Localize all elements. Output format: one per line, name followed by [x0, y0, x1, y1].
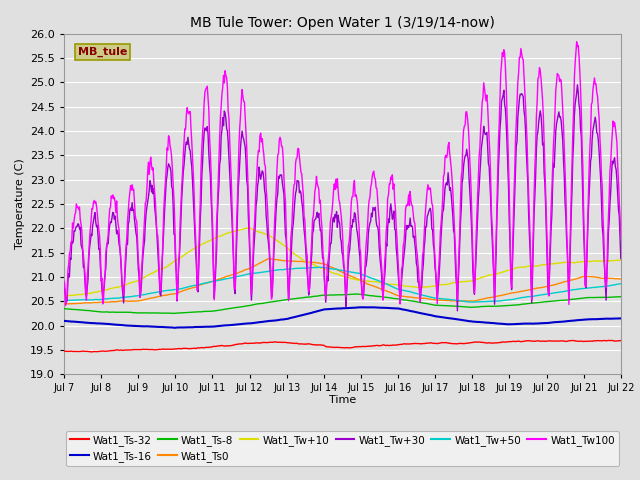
Wat1_Tw+10	[245, 225, 253, 231]
Wat1_Tw100	[214, 180, 222, 186]
Wat1_Ts0	[65, 301, 72, 307]
Wat1_Ts-8	[127, 310, 135, 315]
Wat1_Ts0	[71, 301, 79, 307]
Wat1_Ts-32	[88, 349, 96, 355]
Wat1_Tw+10	[617, 257, 625, 263]
Wat1_Tw+50	[428, 294, 435, 300]
Wat1_Tw+10	[184, 250, 192, 255]
Wat1_Ts-8	[412, 299, 419, 304]
Line: Wat1_Tw+50: Wat1_Tw+50	[64, 267, 621, 302]
Line: Wat1_Tw+10: Wat1_Tw+10	[64, 228, 621, 297]
Wat1_Ts-32	[214, 343, 222, 349]
Wat1_Tw+50	[70, 297, 78, 303]
Wat1_Tw100	[71, 212, 79, 217]
Wat1_Tw+10	[127, 280, 135, 286]
Wat1_Tw+30	[454, 308, 461, 314]
Wat1_Ts-16	[127, 323, 135, 329]
Wat1_Ts-16	[60, 318, 68, 324]
Wat1_Ts0	[60, 301, 68, 307]
Wat1_Tw+30	[214, 214, 221, 219]
Wat1_Ts-16	[366, 304, 374, 310]
Wat1_Tw100	[60, 278, 68, 284]
Wat1_Ts-8	[428, 302, 436, 308]
Wat1_Ts-16	[70, 319, 78, 324]
Wat1_Ts-16	[617, 315, 625, 321]
Wat1_Tw+10	[70, 292, 78, 298]
Wat1_Tw+30	[60, 284, 68, 290]
Legend: Wat1_Ts-32, Wat1_Ts-16, Wat1_Ts-8, Wat1_Ts0, Wat1_Tw+10, Wat1_Tw+30, Wat1_Tw+50,: Wat1_Ts-32, Wat1_Ts-16, Wat1_Ts-8, Wat1_…	[66, 431, 619, 466]
Wat1_Ts-16	[214, 323, 222, 329]
Wat1_Tw+30	[617, 256, 625, 262]
Wat1_Tw+50	[468, 299, 476, 305]
Wat1_Tw+30	[184, 134, 192, 140]
Wat1_Tw+50	[184, 284, 192, 290]
Wat1_Ts-8	[214, 308, 222, 313]
Y-axis label: Temperature (C): Temperature (C)	[15, 158, 24, 250]
Wat1_Tw+50	[127, 294, 135, 300]
Title: MB Tule Tower: Open Water 1 (3/19/14-now): MB Tule Tower: Open Water 1 (3/19/14-now…	[190, 16, 495, 30]
Wat1_Tw+30	[70, 228, 78, 234]
Wat1_Tw100	[428, 192, 435, 198]
Wat1_Tw+30	[426, 205, 434, 211]
Wat1_Ts-8	[60, 306, 68, 312]
Wat1_Ts-16	[185, 324, 193, 330]
Line: Wat1_Ts0: Wat1_Ts0	[64, 259, 621, 304]
Wat1_Ts0	[185, 286, 193, 292]
Wat1_Ts0	[264, 256, 272, 262]
Wat1_Tw+50	[214, 277, 221, 283]
Wat1_Tw+30	[127, 207, 135, 213]
Wat1_Ts-8	[352, 291, 360, 297]
Wat1_Ts-32	[617, 338, 625, 344]
Wat1_Tw+10	[60, 294, 68, 300]
Wat1_Tw100	[185, 111, 193, 117]
Wat1_Tw+50	[411, 290, 419, 296]
Wat1_Ts-8	[185, 310, 193, 315]
Wat1_Ts0	[617, 276, 625, 282]
Wat1_Ts-8	[617, 294, 625, 300]
Line: Wat1_Tw100: Wat1_Tw100	[64, 42, 621, 305]
Wat1_Tw+30	[573, 82, 581, 88]
Line: Wat1_Ts-16: Wat1_Ts-16	[64, 307, 621, 328]
Line: Wat1_Ts-8: Wat1_Ts-8	[64, 294, 621, 313]
Wat1_Ts-32	[70, 348, 78, 354]
Wat1_Tw+50	[60, 298, 68, 303]
Wat1_Ts-32	[128, 347, 136, 353]
Wat1_Tw100	[61, 302, 69, 308]
Text: MB_tule: MB_tule	[78, 47, 127, 58]
Wat1_Ts-8	[70, 307, 78, 312]
Wat1_Ts-16	[412, 309, 419, 315]
Wat1_Tw100	[411, 220, 419, 226]
X-axis label: Time: Time	[329, 395, 356, 405]
Wat1_Tw100	[617, 233, 625, 239]
Wat1_Ts0	[128, 298, 136, 304]
Wat1_Ts0	[428, 297, 436, 302]
Wat1_Tw+10	[411, 284, 419, 290]
Wat1_Tw+10	[214, 234, 221, 240]
Wat1_Ts-32	[60, 348, 68, 354]
Wat1_Ts-32	[428, 340, 435, 346]
Wat1_Tw+50	[317, 264, 324, 270]
Wat1_Tw+30	[410, 233, 418, 239]
Wat1_Tw+50	[617, 281, 625, 287]
Wat1_Ts0	[214, 276, 222, 282]
Wat1_Tw100	[573, 39, 580, 45]
Wat1_Ts-32	[185, 346, 193, 351]
Wat1_Ts-16	[171, 325, 179, 331]
Wat1_Ts0	[412, 295, 419, 301]
Wat1_Ts-32	[605, 337, 612, 343]
Line: Wat1_Tw+30: Wat1_Tw+30	[64, 85, 621, 311]
Wat1_Tw+10	[428, 284, 435, 289]
Line: Wat1_Ts-32: Wat1_Ts-32	[64, 340, 621, 352]
Wat1_Ts-8	[170, 311, 178, 316]
Wat1_Ts-32	[411, 341, 419, 347]
Wat1_Tw100	[128, 182, 136, 188]
Wat1_Ts-16	[428, 312, 436, 318]
